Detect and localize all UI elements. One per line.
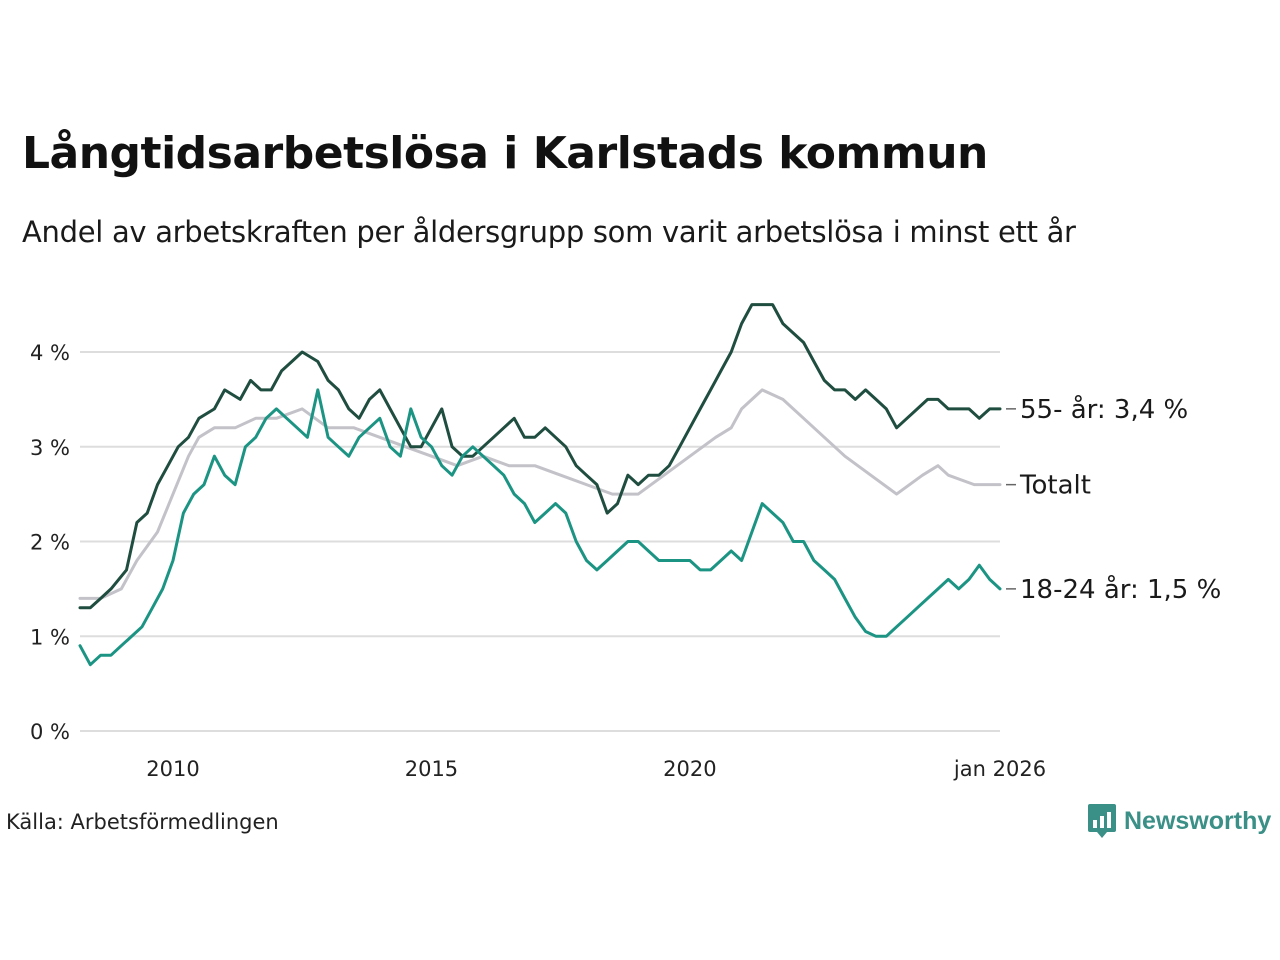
y-tick-label: 3 % <box>30 436 70 460</box>
y-axis-ticks: 0 % 1 % 2 % 3 % 4 % <box>30 341 70 744</box>
x-tick-label: jan 2026 <box>953 757 1046 781</box>
x-axis-ticks: 2010 2015 2020 jan 2026 <box>146 757 1046 781</box>
chart-title: Långtidsarbetslösa i Karlstads kommun <box>22 128 988 179</box>
y-tick-label: 2 % <box>30 531 70 555</box>
x-tick-label: 2015 <box>405 757 458 781</box>
series-end-labels: Totalt 55- år: 3,4 % 18-24 år: 1,5 % <box>1006 394 1221 605</box>
series-line-total <box>78 388 1002 600</box>
y-tick-label: 0 % <box>30 720 70 744</box>
series-line-youth <box>78 388 1002 667</box>
series-line-senior <box>78 303 1002 610</box>
brand-logo[interactable]: Newsworthy <box>1088 804 1271 838</box>
series-label-senior: 55- år: 3,4 % <box>1020 394 1188 425</box>
series-lines <box>78 303 1002 667</box>
source-note: Källa: Arbetsförmedlingen <box>6 810 279 834</box>
x-tick-label: 2020 <box>663 757 716 781</box>
x-tick-label: 2010 <box>146 757 199 781</box>
y-tick-label: 4 % <box>30 341 70 365</box>
chart-subtitle: Andel av arbetskraften per åldersgrupp s… <box>22 215 1076 249</box>
grid-lines <box>80 351 1000 732</box>
newsworthy-logo-icon <box>1088 804 1116 838</box>
brand-name: Newsworthy <box>1124 806 1272 835</box>
y-tick-label: 1 % <box>30 625 70 649</box>
series-label-youth: 18-24 år: 1,5 % <box>1020 574 1221 605</box>
series-label-total: Totalt <box>1019 471 1091 501</box>
